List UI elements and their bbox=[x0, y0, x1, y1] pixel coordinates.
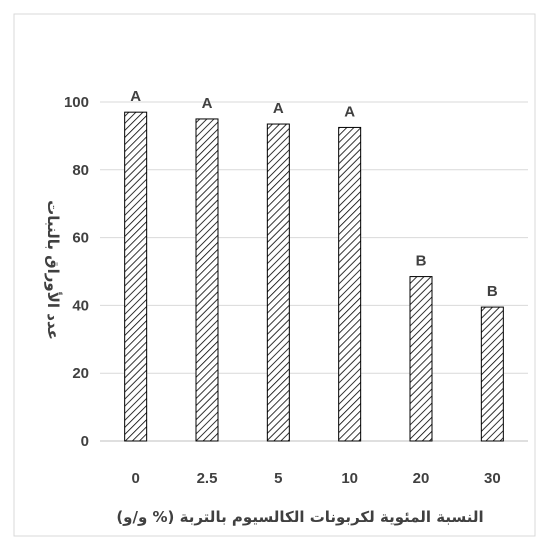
bar-letter-label: A bbox=[344, 103, 355, 120]
bar-30 bbox=[480, 306, 504, 442]
y-tick-label: 100 bbox=[64, 94, 89, 111]
bar-20 bbox=[409, 276, 433, 442]
x-tick-label: 0 bbox=[131, 470, 139, 487]
bar-letter-label: A bbox=[130, 88, 141, 105]
bar-letter-label: A bbox=[273, 100, 284, 117]
x-tick-label: 20 bbox=[413, 470, 430, 487]
y-tick-label: 80 bbox=[72, 162, 89, 179]
y-tick-label: 0 bbox=[81, 433, 89, 450]
gridlines bbox=[100, 101, 528, 442]
bar-letter-label: B bbox=[487, 283, 498, 300]
bar-10 bbox=[338, 126, 362, 442]
labels: 0 20 40 60 80 100 A 0 A 2.5 A 5 A 10 B 20 B 30 bbox=[64, 88, 501, 487]
x-tick-label: 5 bbox=[274, 470, 282, 487]
x-tick-label: 30 bbox=[484, 470, 501, 487]
bars bbox=[124, 111, 504, 442]
bar-letter-label: A bbox=[202, 95, 213, 112]
x-tick-label: 10 bbox=[341, 470, 358, 487]
y-axis-title: عدد الأوراق بالنبات bbox=[44, 200, 62, 340]
bar-letter-label: B bbox=[416, 253, 427, 270]
y-tick-label: 20 bbox=[72, 365, 89, 382]
bar-5 bbox=[266, 123, 290, 442]
y-tick-label: 40 bbox=[72, 297, 89, 314]
bar-2.5 bbox=[195, 118, 219, 442]
x-tick-label: 2.5 bbox=[197, 470, 218, 487]
x-axis-title: النسبة المئوية لكربونات الكالسيوم بالترب… bbox=[116, 508, 483, 526]
bar-0 bbox=[124, 111, 148, 442]
y-tick-label: 60 bbox=[72, 230, 89, 247]
